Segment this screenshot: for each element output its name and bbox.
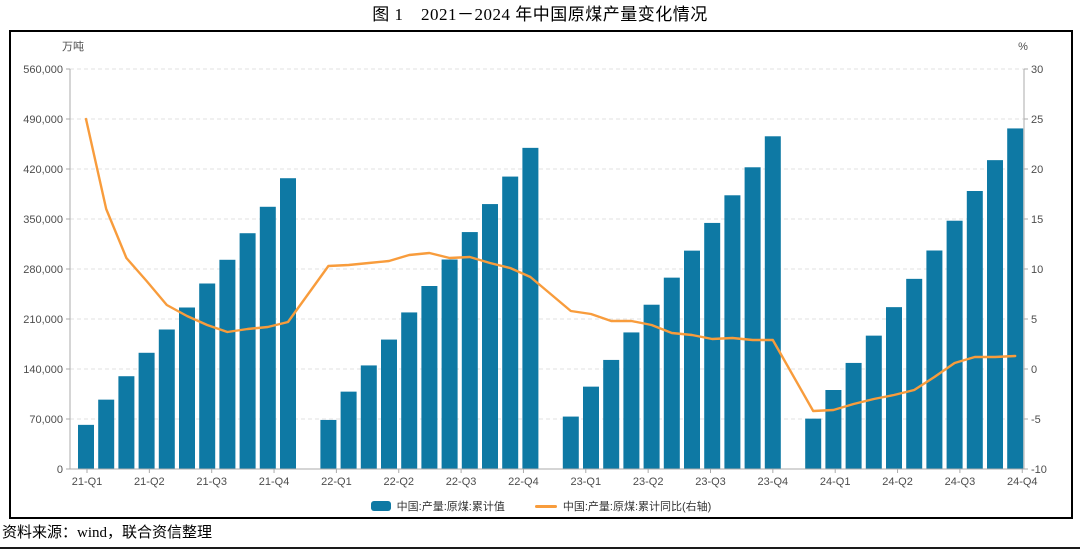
bar: [219, 259, 236, 469]
bar: [98, 399, 115, 469]
bar: [280, 178, 296, 469]
bar: [724, 195, 741, 470]
legend-line-label: 中国:产量:原煤:累计同比(右轴): [562, 501, 712, 513]
x-tick-label: 22-Q2: [383, 476, 414, 488]
gridlines: [70, 68, 1024, 420]
bar: [825, 390, 842, 469]
left-tick-label: 0: [57, 464, 63, 476]
bar: [360, 365, 377, 469]
bar: [179, 307, 195, 469]
bar: [562, 416, 579, 469]
right-tick-label: 0: [1031, 364, 1037, 376]
bar: [401, 312, 418, 469]
bar: [845, 362, 862, 469]
bar: [865, 335, 882, 469]
bar: [643, 304, 660, 469]
legend-item-line: 中国:产量:原煤:累计同比(右轴): [534, 498, 712, 514]
x-tick-label: 21-Q3: [196, 476, 227, 488]
left-tick-label: 70,000: [29, 414, 63, 426]
bar: [461, 232, 478, 469]
bar: [764, 136, 781, 469]
bar-series-swatch: [370, 501, 391, 511]
bar: [987, 160, 1003, 469]
left-tick-label: 490,000: [23, 114, 63, 126]
right-axis: -10 -5 0 5 10 15 20 25 30%: [1018, 41, 1047, 476]
x-tick-label: 22-Q1: [321, 476, 352, 488]
bar: [199, 283, 216, 469]
bar: [138, 352, 155, 469]
bar: [704, 222, 721, 469]
x-tick-label: 24-Q4: [1007, 476, 1038, 488]
x-tick-label: 24-Q1: [820, 476, 851, 488]
chart-legend: 中国:产量:原煤:累计值 中国:产量:原煤:累计同比(右轴): [11, 498, 1071, 514]
bar: [502, 176, 519, 470]
bar: [1007, 128, 1024, 469]
bar: [522, 147, 539, 469]
x-tick-label: 21-Q4: [259, 476, 290, 488]
bar: [158, 329, 175, 469]
left-axis: 0 70,000 140,000 210,000 280,000 350,000 420,0…: [23, 40, 84, 476]
bar: [946, 220, 963, 469]
bar: [926, 250, 943, 469]
bar: [906, 278, 923, 469]
bar: [381, 339, 397, 469]
coal-production-chart: 0 70,000 140,000 210,000 280,000 350,000 420,0…: [23, 40, 1047, 488]
x-tick-label: 21-Q1: [72, 476, 103, 488]
bar: [805, 418, 822, 469]
right-tick-label: 10: [1031, 264, 1043, 276]
bar: [886, 307, 902, 469]
x-tick-label: 23-Q2: [633, 476, 664, 488]
left-axis-unit: 万吨: [62, 40, 84, 53]
bar: [239, 233, 256, 469]
left-tick-label: 140,000: [23, 364, 63, 376]
bar: [320, 419, 337, 469]
chart-title: 图 1 2021－2024 年中国原煤产量变化情况: [372, 5, 708, 24]
line-series-swatch: [534, 504, 557, 508]
right-tick-label: 15: [1031, 214, 1043, 226]
right-tick-label: 30: [1031, 64, 1043, 76]
bar: [259, 206, 276, 470]
bar: [78, 424, 94, 469]
bar: [603, 359, 620, 469]
bars: [78, 128, 1024, 470]
x-tick-label: 22-Q4: [508, 476, 539, 488]
left-tick-label: 420,000: [23, 164, 63, 176]
bar: [482, 204, 498, 470]
bar: [441, 259, 458, 469]
bar: [663, 277, 680, 469]
right-tick-label: 25: [1031, 114, 1043, 126]
left-tick-label: 280,000: [23, 264, 63, 276]
chart-frame: 0 70,000 140,000 210,000 280,000 350,000 420,0…: [9, 30, 1073, 519]
trend-line: [84, 117, 1017, 413]
bar: [340, 391, 357, 469]
x-tick-label: 23-Q3: [695, 476, 726, 488]
x-axis: 21-Q1 21-Q2 21-Q3 21-Q4 22-Q1 22-Q2 22-Q3 22-Q4…: [70, 468, 1038, 488]
bar: [118, 376, 135, 469]
x-tick-label: 22-Q3: [446, 476, 477, 488]
left-tick-label: 210,000: [23, 314, 63, 326]
right-tick-label: 20: [1031, 164, 1043, 176]
right-tick-label: -10: [1031, 464, 1047, 476]
x-tick-label: 23-Q4: [758, 476, 789, 488]
x-tick-label: 21-Q2: [134, 476, 165, 488]
x-tick-label: 23-Q1: [571, 476, 602, 488]
bar: [744, 167, 761, 470]
bar: [966, 191, 983, 469]
bar: [623, 332, 640, 469]
right-tick-label: 5: [1031, 314, 1037, 326]
right-axis-unit: %: [1018, 41, 1028, 53]
bar: [684, 250, 700, 469]
left-tick-label: 560,000: [23, 64, 63, 76]
bottom-divider: [0, 547, 1080, 549]
bar: [583, 386, 599, 469]
left-tick-label: 350,000: [23, 214, 63, 226]
legend-bar-label: 中国:产量:原煤:累计值: [396, 501, 505, 513]
bar: [421, 286, 438, 469]
x-tick-label: 24-Q2: [882, 476, 913, 488]
x-tick-label: 24-Q3: [945, 476, 976, 488]
legend-item-bars: 中国:产量:原煤:累计值: [370, 498, 505, 514]
right-tick-label: -5: [1031, 414, 1041, 426]
source-note: 资料来源：wind，联合资信整理: [2, 525, 213, 541]
